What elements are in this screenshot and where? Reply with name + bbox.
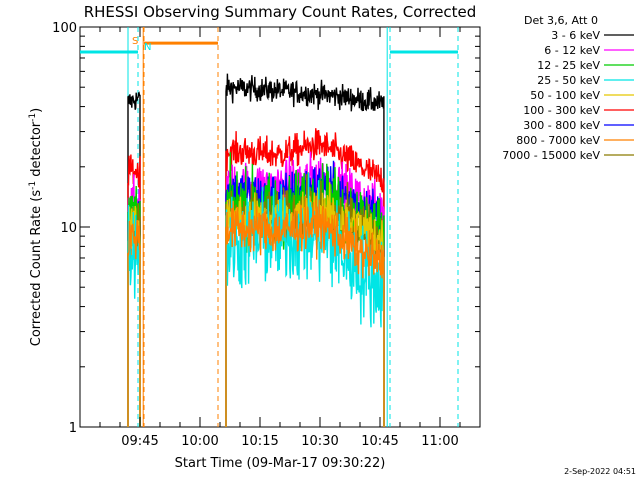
y-tick-label: 100 xyxy=(52,21,77,36)
legend-entries: 3 - 6 keV 6 - 12 keV 12 - 25 keV 25 - 50 ke… xyxy=(502,29,634,162)
x-tick-label: 10:45 xyxy=(361,434,398,449)
x-axis-title: Start Time (09-Mar-17 09:30:22) xyxy=(175,456,386,471)
night-label: N xyxy=(144,42,151,53)
x-tick-label: 10:15 xyxy=(241,434,278,449)
series-800-7000-kev xyxy=(127,220,141,427)
series-3-6-kev xyxy=(225,73,385,428)
x-tick-label: 10:30 xyxy=(301,434,338,449)
x-tick-label: 09:45 xyxy=(121,434,158,449)
footer-timestamp: 2-Sep-2022 04:51 xyxy=(564,467,636,476)
y-tick-label: 10 xyxy=(60,221,77,236)
y-axis-title-sup1: -1 xyxy=(28,181,38,190)
series-3-6-kev xyxy=(127,91,141,427)
series-800-7000-kev xyxy=(225,195,385,428)
series-100-300-kev xyxy=(225,128,385,428)
y-axis-title: Corrected Count Rate (s-1 detector-1) xyxy=(28,108,44,346)
x-tick-label: 10:00 xyxy=(181,434,218,449)
x-tick-label: 11:00 xyxy=(421,434,458,449)
tick-layer: 09:45 10:00 10:15 10:30 10:45 11:00 1 10 100 xyxy=(52,21,481,449)
legend-label: 7000 - 15000 keV xyxy=(502,149,600,162)
chart-title: RHESSI Observing Summary Count Rates, Co… xyxy=(84,3,477,21)
y-axis-title-end: ) xyxy=(29,108,44,113)
legend-label: 25 - 50 keV xyxy=(537,74,600,87)
legend-label: 800 - 7000 keV xyxy=(516,134,600,147)
saa-label: S xyxy=(132,36,138,47)
legend-header: Det 3,6, Att 0 xyxy=(524,14,598,27)
legend-label: 50 - 100 keV xyxy=(530,89,600,102)
y-tick-label: 1 xyxy=(69,421,77,436)
legend-label: 100 - 300 keV xyxy=(523,104,600,117)
series-layer xyxy=(127,73,385,428)
legend-label: 3 - 6 keV xyxy=(551,29,600,42)
y-axis-title-mid: detector xyxy=(29,121,44,181)
legend-label: 300 - 800 keV xyxy=(523,119,600,132)
y-axis-title-main: Corrected Count Rate (s xyxy=(29,190,44,347)
legend: Det 3,6, Att 0 3 - 6 keV 6 - 12 keV 12 - 2… xyxy=(502,14,634,162)
y-axis-title-sup2: -1 xyxy=(28,113,38,122)
legend-label: 6 - 12 keV xyxy=(544,44,600,57)
plot-area: SN 09:45 10:00 10:15 10:30 10:45 11:00 1 10 100 xyxy=(52,21,481,449)
legend-label: 12 - 25 keV xyxy=(537,59,600,72)
